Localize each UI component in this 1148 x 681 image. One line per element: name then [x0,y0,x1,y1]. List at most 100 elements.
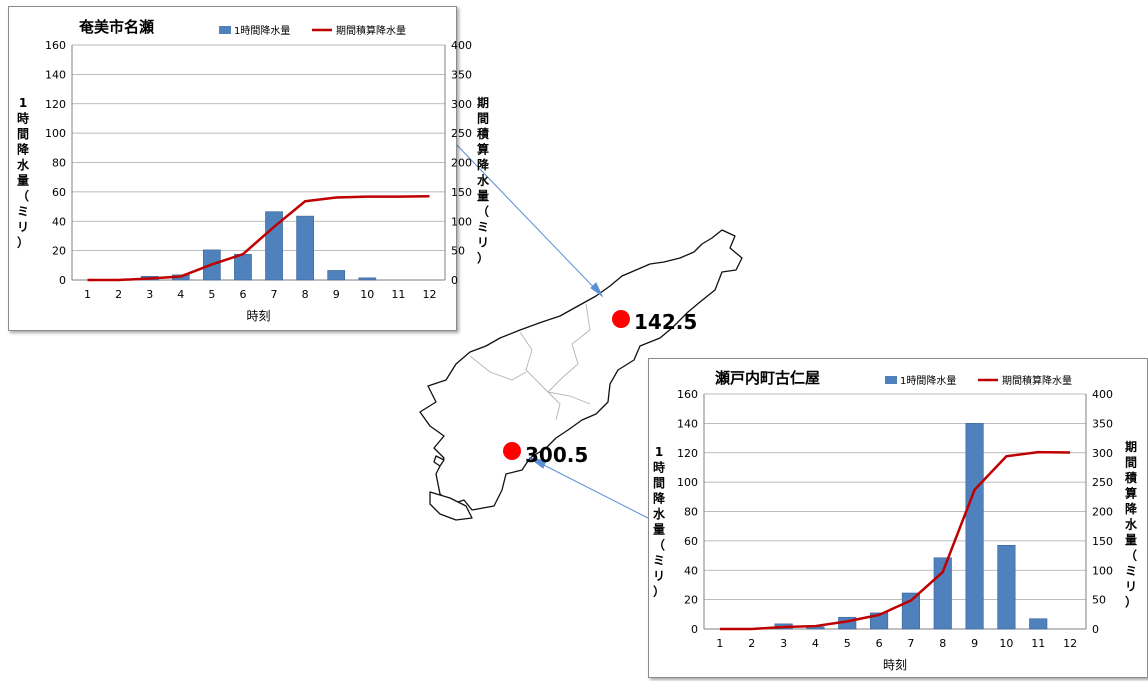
y2-tick-label: 300 [1092,447,1113,460]
y-tick-label: 100 [677,476,698,489]
bar-8 [933,557,952,630]
x-tick-label: 2 [115,288,122,301]
y2-tick-label: 350 [1092,417,1113,430]
y-axis-label: 1 時間降水量（ミリ） [17,96,30,250]
y2-tick-label: 300 [451,98,472,111]
y-tick-label: 40 [52,215,66,228]
y2-axis-label: 期間積算降水量（ミリ） [1124,439,1138,609]
x-axis-label: 時刻 [246,309,270,323]
y-tick-label: 120 [45,98,66,111]
y2-tick-label: 250 [451,127,472,140]
x-tick-label: 12 [1063,637,1077,650]
pointer-arrow-setouchi [529,457,547,469]
chart-panel-amami: 奄美市名瀬 1時間降水量 期間積算降水量 0 20 40 60 80 100 120 140 160 0… [8,6,490,331]
y-tick-label: 80 [52,157,66,170]
bar-6 [234,253,252,281]
x-tick-label: 9 [333,288,340,301]
y2-tick-label: 0 [1092,623,1099,636]
y-tick-label: 160 [45,39,66,52]
gridlines [72,44,445,281]
y2-tick-label: 50 [451,245,465,258]
x-tick-label: 10 [999,637,1013,650]
y-tick-label: 80 [684,506,698,519]
x-tick-label: 4 [177,288,184,301]
legend: 1時間降水量 期間積算降水量 [219,24,406,37]
y-tick-label: 140 [677,417,698,430]
y-tick-label: 20 [52,245,66,258]
bar-10 [997,544,1016,630]
chart-panel-setouchi: 瀬戸内町古仁屋 1時間降水量 期間積算降水量 0 20 40 60 80 100 120 140 16… [648,358,1148,678]
y-tick-label: 140 [45,68,66,81]
bar-7 [901,592,920,630]
bar-11 [1029,618,1048,630]
y2-tick-label: 50 [1092,594,1106,607]
gridlines [704,393,1086,630]
y2-tick-label: 150 [451,186,472,199]
x-tick-label: 8 [302,288,309,301]
y-tick-label: 160 [677,388,698,401]
station-marker-setouchi [503,442,521,460]
y2-tick-label: 100 [451,215,472,228]
legend-swatch-bar [219,26,231,34]
bar-9 [965,423,984,630]
legend-label-line: 期間積算降水量 [1002,374,1072,387]
station-total-setouchi: 300.5 [525,443,588,467]
pointer-line-amami [427,114,603,297]
x-tick-label: 9 [971,637,978,650]
x-tick-label: 4 [812,637,819,650]
x-tick-label: 6 [239,288,246,301]
pointer-line-setouchi [529,457,649,519]
pointer-lines [427,114,649,519]
x-tick-label: 12 [422,288,436,301]
y-tick-label: 0 [691,623,698,636]
y2-tick-label: 200 [1092,506,1113,519]
bar-8 [296,215,314,281]
y2-tick-label: 150 [1092,535,1113,548]
x-tick-label: 8 [939,637,946,650]
y2-tick-label: 400 [451,39,472,52]
x-axis-label: 時刻 [883,658,907,672]
y-axis-label: 1 時間降水量（ミリ） [653,445,666,599]
chart-title: 瀬戸内町古仁屋 [715,369,820,387]
x-tick-label: 3 [146,288,153,301]
y-tick-label: 120 [677,447,698,460]
y2-tick-label: 400 [1092,388,1113,401]
x-tick-label: 7 [907,637,914,650]
rainfall-chart-amami: 奄美市名瀬 1時間降水量 期間積算降水量 0 20 40 60 80 100 120 140 160 0… [17,18,490,323]
y2-axis-label: 期間積算降水量（ミリ） [476,95,489,265]
x-tick-label: 7 [271,288,278,301]
x-tick-label: 1 [84,288,91,301]
x-tick-label: 5 [844,637,851,650]
y2-tick-label: 350 [451,68,472,81]
y2-tick-label: 100 [1092,564,1113,577]
series-line-cumulative [719,450,1071,631]
legend-label-line: 期間積算降水量 [336,24,406,37]
y-tick-label: 60 [684,535,698,548]
y2-tick-label: 0 [451,274,458,287]
island-outline [419,229,743,521]
x-tick-label: 2 [748,637,755,650]
x-tick-label: 10 [360,288,374,301]
x-tick-label: 11 [1031,637,1045,650]
y-tick-label: 20 [684,594,698,607]
y-tick-label: 40 [684,564,698,577]
legend-label-bar: 1時間降水量 [900,374,956,387]
legend: 1時間降水量 期間積算降水量 [885,374,1072,387]
station-marker-amami [612,310,630,328]
chart-title: 奄美市名瀬 [78,18,154,36]
x-tick-label: 11 [391,288,405,301]
x-tick-label: 6 [876,637,883,650]
y-tick-label: 0 [59,274,66,287]
bar-9 [327,270,346,281]
bar-10 [358,277,377,281]
x-tick-label: 5 [208,288,215,301]
x-tick-label: 3 [780,637,787,650]
series-line-cumulative [87,195,430,282]
municipal-boundaries [469,303,591,421]
x-tick-label: 1 [716,637,723,650]
pointer-arrow-amami [590,282,604,298]
y-tick-label: 100 [45,127,66,140]
legend-swatch-bar [885,376,897,384]
rainfall-chart-setouchi: 瀬戸内町古仁屋 1時間降水量 期間積算降水量02040608010012014016… [653,369,1138,672]
